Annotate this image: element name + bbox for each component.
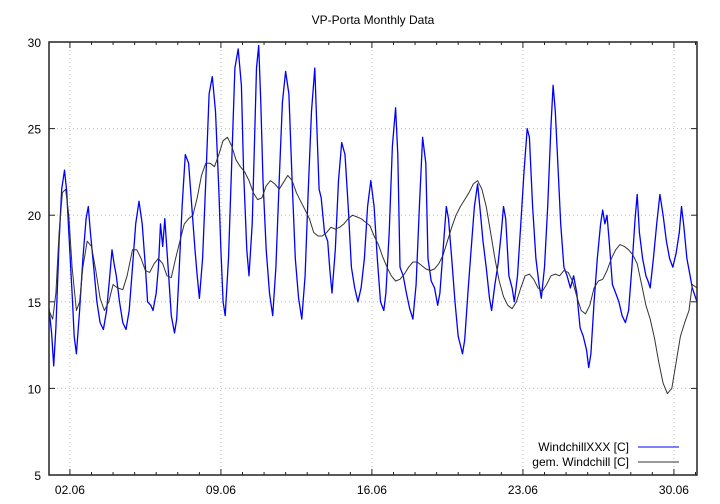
x-axis: 02.06 09.06 16.06 23.06 30.06	[55, 42, 696, 497]
legend-label: gem. Windchill [C]	[532, 455, 629, 469]
y-tick-label: 25	[28, 123, 42, 137]
windchill-series-line	[48, 44, 698, 369]
y-tick-label: 20	[28, 209, 42, 223]
grid-lines	[49, 42, 697, 475]
x-tick-label: 23.06	[508, 483, 538, 497]
legend-label: WindchillXXX [C]	[538, 440, 629, 454]
y-tick-label: 15	[28, 296, 42, 310]
y-tick-label: 10	[28, 382, 42, 396]
x-tick-label: 09.06	[206, 483, 236, 497]
chart-title: VP-Porta Monthly Data	[312, 13, 435, 27]
x-tick-label: 30.06	[659, 483, 689, 497]
legend: WindchillXXX [C]gem. Windchill [C]	[532, 440, 679, 469]
x-tick-label: 02.06	[55, 483, 85, 497]
y-axis: 5 10 15 20 25 30	[28, 36, 697, 483]
x-tick-label: 16.06	[357, 483, 387, 497]
plot-series	[48, 44, 698, 395]
y-tick-label: 5	[34, 469, 41, 483]
avg-windchill-series-line	[48, 136, 698, 395]
y-tick-label: 30	[28, 36, 42, 50]
plot-frame	[48, 41, 698, 476]
